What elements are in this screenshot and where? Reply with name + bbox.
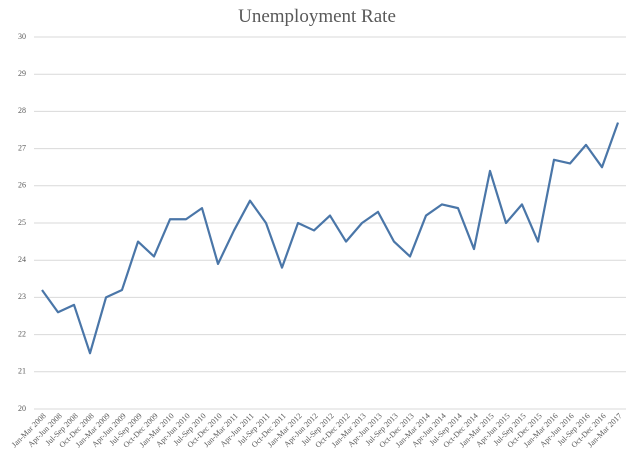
y-tick-label: 28 [18,106,26,115]
chart-title: Unemployment Rate [238,6,396,27]
y-tick-label: 25 [18,218,26,227]
y-tick-label: 26 [18,181,26,190]
y-tick-label: 27 [18,143,26,152]
y-tick-label: 24 [18,255,26,264]
data-line [41,122,620,355]
y-tick-label: 29 [18,69,26,78]
y-tick-label: 22 [18,329,26,338]
y-tick-label: 30 [18,32,26,41]
y-tick-label: 20 [18,404,26,413]
y-tick-label: 21 [18,367,26,376]
y-tick-label: 23 [18,292,26,301]
